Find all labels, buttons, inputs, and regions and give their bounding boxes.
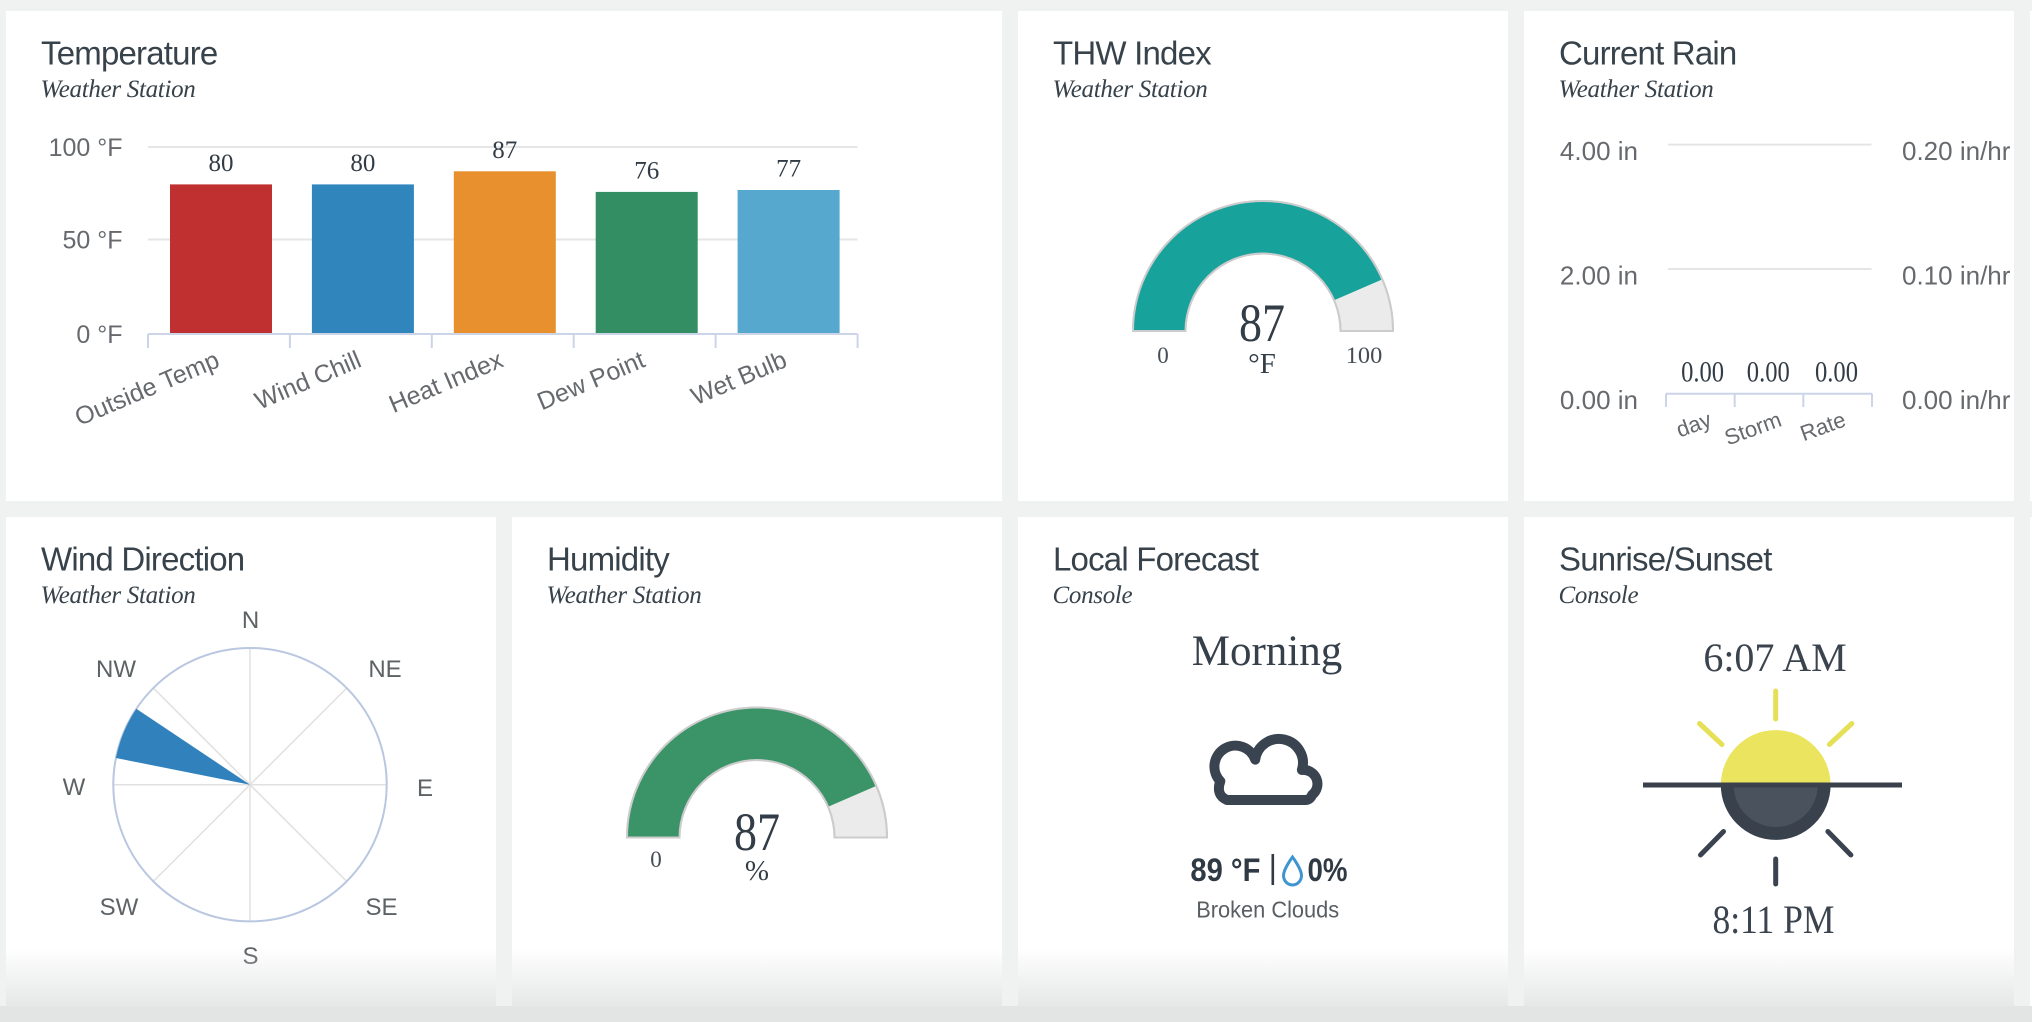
svg-text:SW: SW <box>100 894 139 921</box>
svg-text:100: 100 <box>1346 343 1383 368</box>
svg-text:87: 87 <box>1239 293 1285 353</box>
svg-text:0 °F: 0 °F <box>76 321 122 349</box>
svg-text:87: 87 <box>734 802 780 862</box>
svg-text:0.00: 0.00 <box>1815 356 1858 389</box>
svg-text:Broken Clouds: Broken Clouds <box>1196 897 1339 923</box>
svg-text:80: 80 <box>209 150 234 177</box>
svg-text:0.00: 0.00 <box>1681 356 1724 389</box>
svg-text:Console: Console <box>1053 582 1133 609</box>
svg-text:Weather Station: Weather Station <box>41 582 196 609</box>
svg-text:Sunrise/Sunset: Sunrise/Sunset <box>1559 541 1772 578</box>
svg-text:%: % <box>745 855 769 887</box>
svg-text:0%: 0% <box>1308 852 1348 888</box>
svg-text:Humidity: Humidity <box>547 541 670 578</box>
svg-text:2.00 in: 2.00 in <box>1560 261 1638 291</box>
svg-text:Local Forecast: Local Forecast <box>1053 541 1259 578</box>
svg-text:0: 0 <box>1157 343 1169 368</box>
svg-text:THW Index: THW Index <box>1053 35 1212 72</box>
svg-text:0.00 in/hr: 0.00 in/hr <box>1902 385 2011 415</box>
svg-text:0.20 in/hr: 0.20 in/hr <box>1902 136 2011 166</box>
svg-text:S: S <box>242 943 258 970</box>
svg-text:Weather Station: Weather Station <box>41 76 196 103</box>
svg-text:Weather Station: Weather Station <box>1053 76 1208 103</box>
svg-text:100 °F: 100 °F <box>49 134 123 162</box>
svg-text:Console: Console <box>1559 582 1639 609</box>
svg-text:Weather Station: Weather Station <box>1559 76 1714 103</box>
svg-text:Wind Direction: Wind Direction <box>41 541 244 578</box>
svg-text:SE: SE <box>365 894 397 921</box>
svg-text:day: day <box>1673 407 1715 443</box>
svg-text:Rate: Rate <box>1797 407 1849 446</box>
svg-text:Weather Station: Weather Station <box>547 582 702 609</box>
svg-text:76: 76 <box>634 158 659 185</box>
svg-text:N: N <box>242 607 259 634</box>
svg-text:0.00: 0.00 <box>1747 356 1790 389</box>
svg-text:0: 0 <box>650 847 662 872</box>
svg-text:87: 87 <box>492 137 517 164</box>
svg-text:Temperature: Temperature <box>41 35 217 72</box>
svg-text:°F: °F <box>1248 348 1276 380</box>
svg-text:4.00 in: 4.00 in <box>1560 136 1638 166</box>
svg-text:Wind Chill: Wind Chill <box>251 346 366 416</box>
svg-text:Wet Bulb: Wet Bulb <box>687 346 791 411</box>
svg-text:0.10 in/hr: 0.10 in/hr <box>1902 261 2011 291</box>
svg-text:Outside Temp: Outside Temp <box>71 346 224 432</box>
svg-text:80: 80 <box>350 150 375 177</box>
svg-text:Morning: Morning <box>1192 628 1343 675</box>
svg-text:Storm: Storm <box>1721 407 1785 451</box>
svg-text:Heat Index: Heat Index <box>385 346 508 419</box>
svg-text:E: E <box>417 775 433 802</box>
svg-text:77: 77 <box>776 156 801 183</box>
svg-text:0.00 in: 0.00 in <box>1560 385 1638 415</box>
svg-text:50 °F: 50 °F <box>62 227 122 255</box>
svg-text:8:11 PM: 8:11 PM <box>1713 897 1835 942</box>
svg-text:Current Rain: Current Rain <box>1559 35 1736 72</box>
svg-text:NW: NW <box>96 656 136 683</box>
svg-text:NE: NE <box>368 656 401 683</box>
svg-text:Dew Point: Dew Point <box>533 346 649 416</box>
svg-text:6:07 AM: 6:07 AM <box>1703 635 1846 680</box>
svg-text:89 °F: 89 °F <box>1190 852 1260 888</box>
svg-text:W: W <box>63 774 86 801</box>
